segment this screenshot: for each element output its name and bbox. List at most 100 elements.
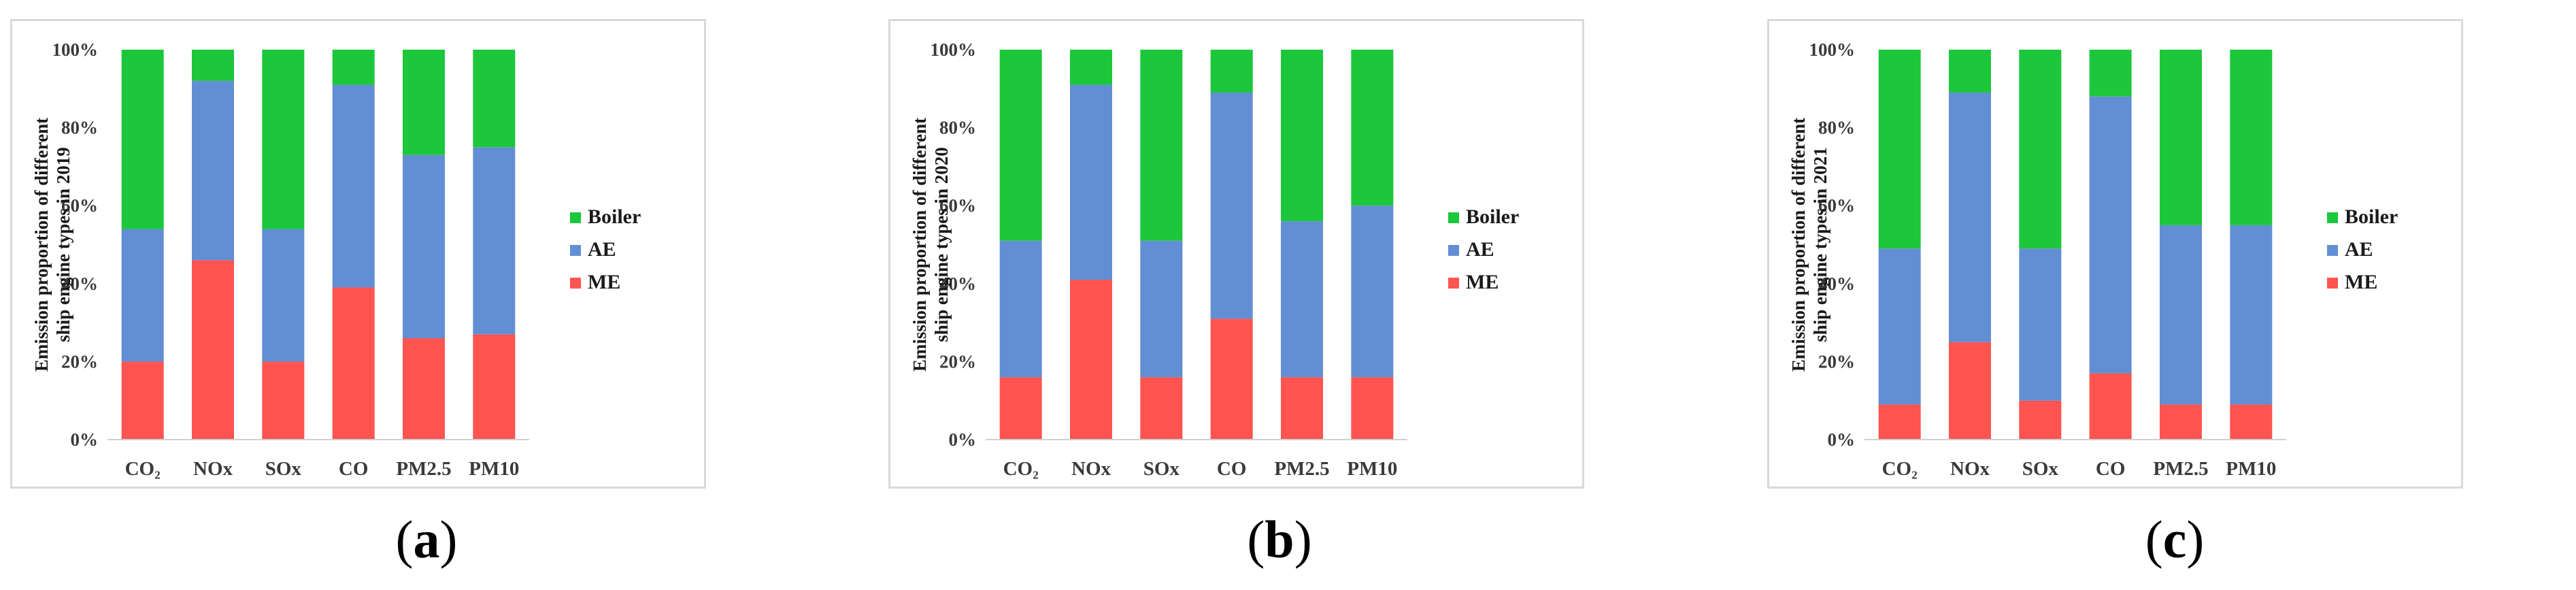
bar-segment-me	[1281, 377, 1323, 440]
legend-label-me: ME	[1466, 271, 1499, 293]
x-tick-label: CO	[2096, 458, 2126, 480]
legend-swatch-ae	[2327, 245, 2338, 256]
bar-segment-ae	[1949, 93, 1991, 342]
caption-close: )	[439, 510, 458, 569]
bar-segment-ae	[2019, 248, 2062, 401]
bar-segment-me	[121, 361, 164, 440]
x-tick-label: PM10	[2226, 458, 2276, 480]
bar-segment-boiler	[1210, 50, 1253, 93]
legend-swatch-boiler	[1448, 212, 1459, 223]
legend-label-boiler: Boiler	[1466, 206, 1519, 228]
y-tick-label: 60%	[1818, 195, 1855, 216]
bar-segment-me	[2019, 400, 2062, 440]
bar-segment-boiler	[1281, 50, 1323, 222]
bar-segment-me	[403, 338, 445, 440]
legend-label-me: ME	[2345, 271, 2377, 293]
bar-segment-boiler	[1351, 50, 1394, 206]
bar-segment-boiler	[2230, 50, 2273, 225]
x-tick-label: NOx	[1071, 458, 1111, 480]
x-tick-label: PM10	[469, 458, 519, 480]
bar-segment-me	[2230, 404, 2273, 440]
bar-segment-boiler	[999, 50, 1042, 241]
bar-segment-ae	[332, 84, 375, 288]
y-tick-label: 20%	[939, 351, 976, 372]
y-tick-label: 80%	[939, 118, 976, 138]
y-tick-label: 0%	[949, 429, 977, 450]
y-tick-label: 40%	[1818, 274, 1855, 294]
bar-segment-boiler	[1070, 50, 1112, 85]
caption-c: (c)	[2073, 509, 2277, 570]
x-tick-label: CO	[1217, 458, 1247, 480]
bar-segment-boiler	[2160, 50, 2202, 225]
legend-swatch-me	[1448, 278, 1459, 289]
bar-segment-boiler	[1949, 50, 1991, 93]
bar-segment-boiler	[192, 50, 234, 81]
bar-segment-me	[1351, 377, 1394, 440]
y-axis-title-line: ship engine types in 2019	[53, 147, 73, 342]
caption-letter: c	[2162, 510, 2187, 569]
bar-segment-me	[1878, 404, 1921, 440]
legend-label-ae: AE	[2345, 238, 2373, 261]
legend-label-ae: AE	[588, 238, 616, 261]
bar-segment-boiler	[121, 50, 164, 229]
legend-swatch-boiler	[2327, 212, 2338, 223]
bar-segment-boiler	[473, 50, 516, 148]
bar-segment-me	[192, 260, 234, 440]
caption-close: )	[1294, 510, 1312, 569]
x-tick-label: SOx	[265, 458, 302, 480]
x-tick-label: PM2.5	[2153, 458, 2208, 480]
legend-label-boiler: Boiler	[588, 206, 641, 228]
bar-segment-me	[262, 361, 305, 440]
chart-panel-b: 0% 20% 40% 60% 80% 100% Emission proportion of…	[888, 19, 1584, 489]
bar-segment-ae	[121, 229, 164, 362]
bar-segment-ae	[192, 80, 234, 261]
y-axis-title-line: ship engine types in 2021	[1810, 147, 1830, 342]
x-tick-label: NOx	[193, 458, 233, 480]
x-tick-label: SOx	[1143, 458, 1180, 480]
chart-svg-b: 0% 20% 40% 60% 80% 100% Emission proportion of…	[909, 39, 1519, 480]
y-tick-label: 80%	[61, 118, 98, 138]
bar-segment-boiler	[332, 50, 375, 85]
y-tick-label: 60%	[61, 195, 98, 216]
legend-swatch-ae	[570, 245, 581, 256]
y-tick-label: 40%	[939, 274, 976, 294]
bar-segment-me	[473, 334, 516, 440]
y-axis-title-line: Emission proportion of different	[909, 118, 930, 372]
bar-segment-ae	[2160, 225, 2202, 405]
chart-svg-c: 0% 20% 40% 60% 80% 100% Emission proportion of…	[1788, 39, 2398, 480]
bar-segment-boiler	[2019, 50, 2062, 249]
bar-segment-ae	[403, 154, 445, 339]
x-tick-label: NOx	[1950, 458, 1990, 480]
x-tick-label: CO	[339, 458, 369, 480]
caption-b: (b)	[1177, 509, 1382, 570]
bar-segment-ae	[1070, 84, 1112, 280]
bar-segment-boiler	[1140, 50, 1183, 241]
chart-panel-c: 0% 20% 40% 60% 80% 100% Emission proportion of…	[1767, 19, 2463, 489]
y-tick-label: 100%	[52, 39, 99, 60]
x-tick-label: PM10	[1347, 458, 1397, 480]
x-tick-label: SOx	[2022, 458, 2059, 480]
bar-segment-boiler	[262, 50, 305, 229]
y-tick-label: 100%	[931, 39, 977, 60]
y-axis-title: Emission proportion of differentship eng…	[31, 118, 73, 372]
bar-segment-boiler	[403, 50, 445, 155]
bar-segment-ae	[2089, 96, 2132, 374]
bar-segment-ae	[1351, 206, 1394, 378]
x-tick-label: PM2.5	[1274, 458, 1329, 480]
legend-swatch-me	[570, 278, 581, 289]
bar-segment-me	[2160, 404, 2202, 440]
y-tick-label: 100%	[1809, 39, 1856, 60]
x-tick-label: CO₂	[1003, 458, 1039, 480]
caption-open: (	[395, 510, 414, 569]
caption-letter: a	[413, 510, 440, 569]
y-axis-title-line: Emission proportion of different	[31, 118, 52, 372]
x-tick-label: PM2.5	[396, 458, 451, 480]
bar-segment-ae	[473, 147, 516, 335]
caption-letter: b	[1265, 510, 1294, 569]
bar-segment-ae	[1878, 248, 1921, 405]
caption-open: (	[1247, 510, 1265, 569]
bar-segment-me	[1140, 377, 1183, 440]
bar-segment-me	[2089, 373, 2132, 440]
y-axis-title: Emission proportion of differentship eng…	[1788, 118, 1830, 372]
bar-segment-ae	[999, 240, 1042, 378]
